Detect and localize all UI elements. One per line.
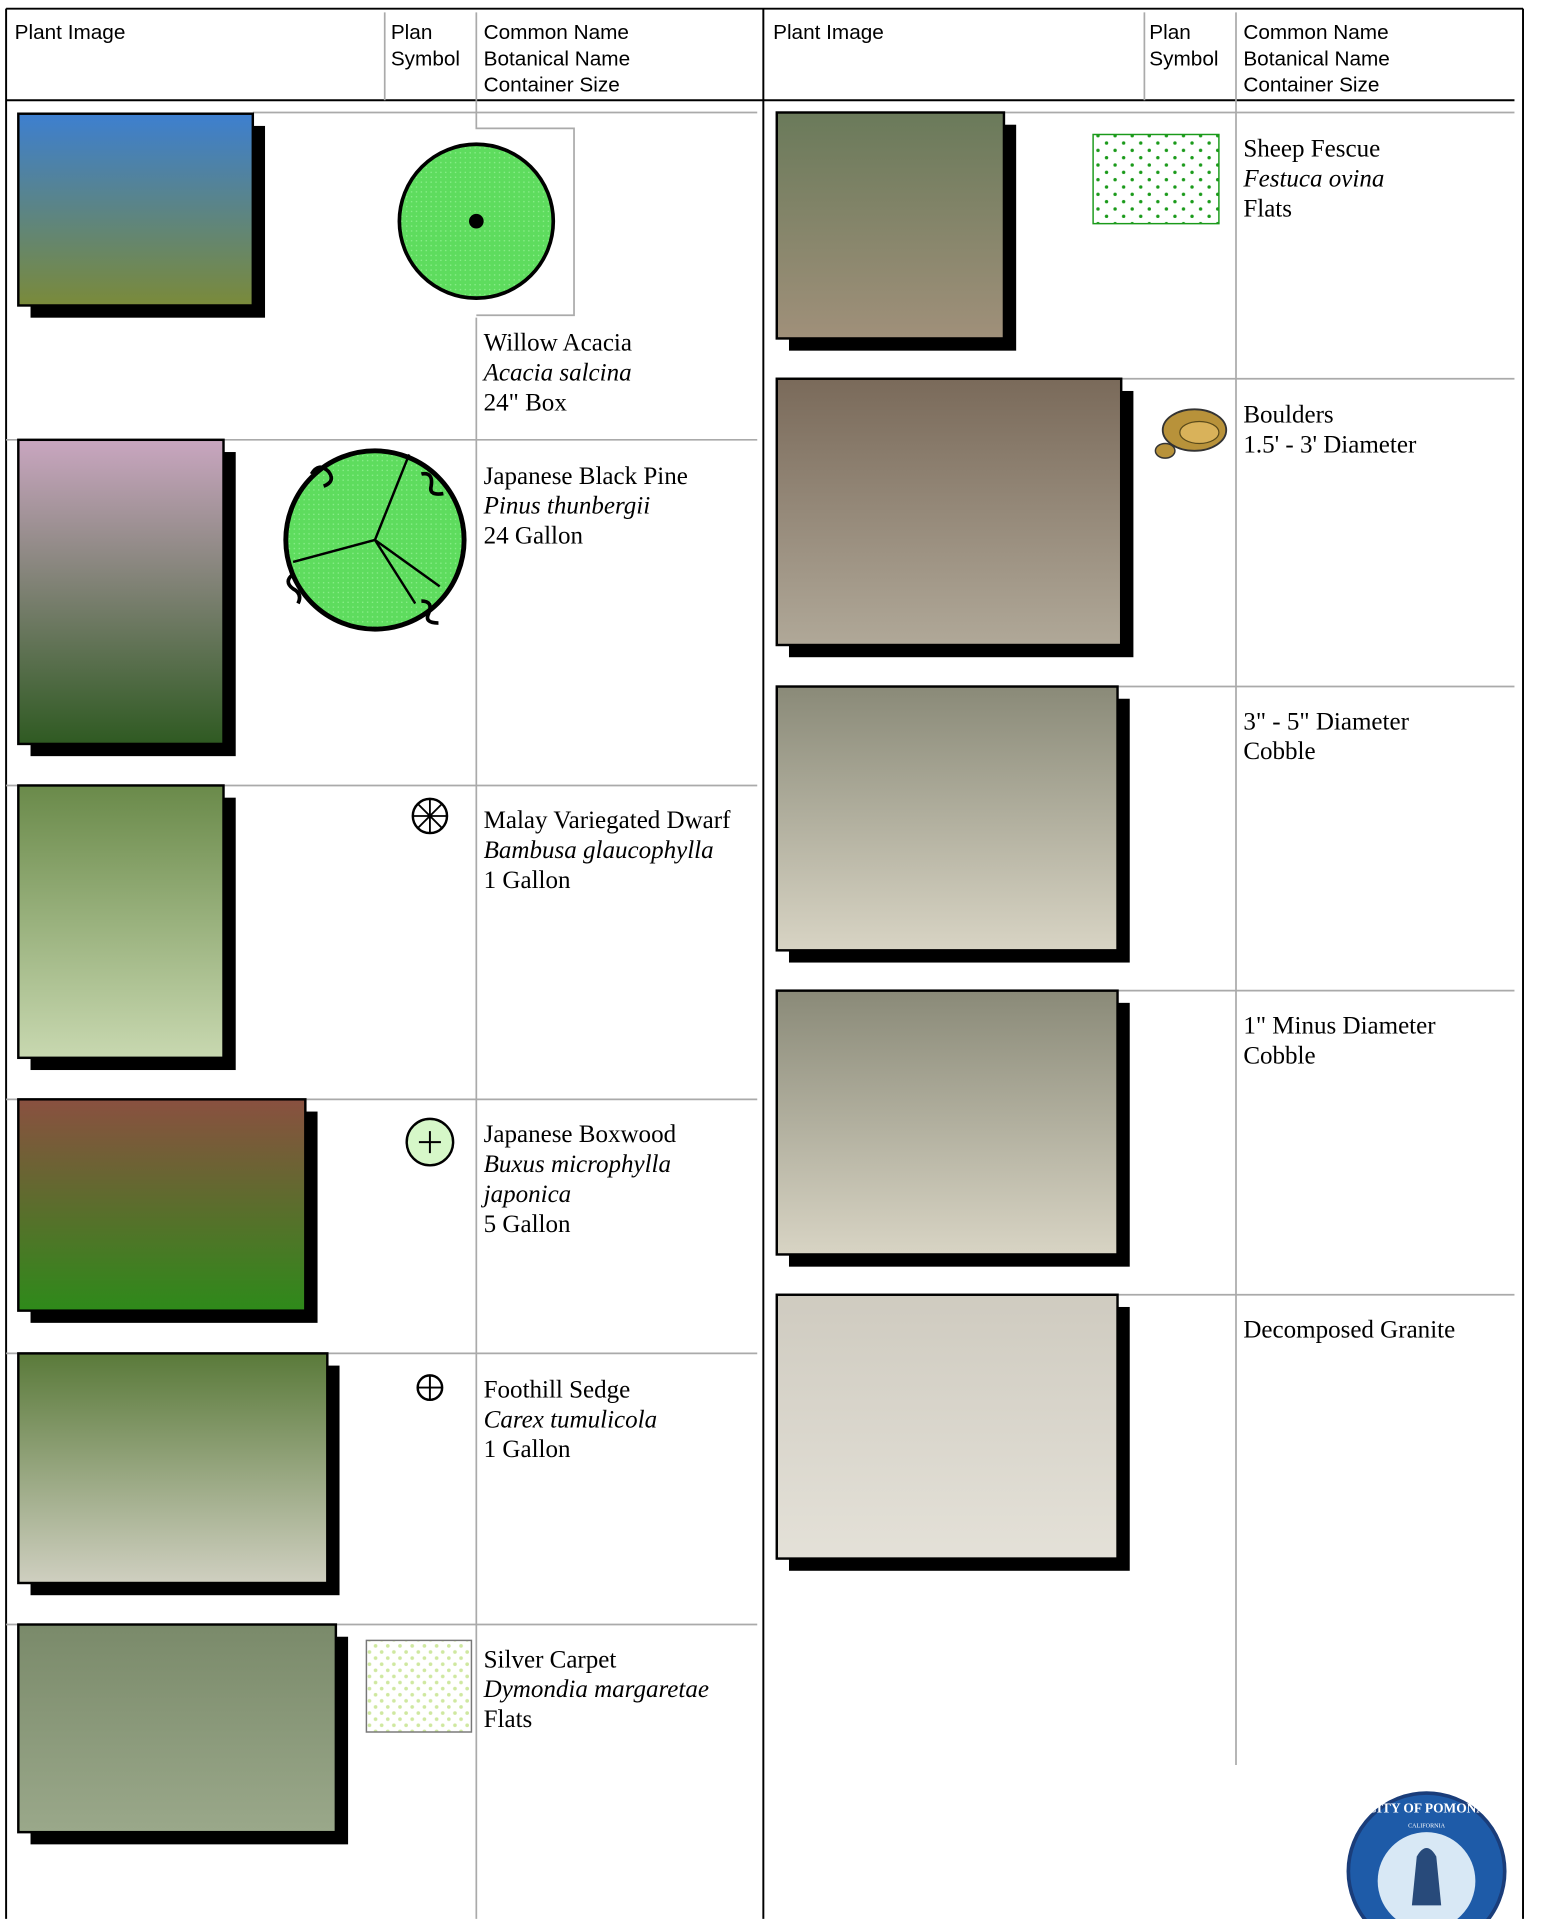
header-image: Plant Image xyxy=(773,21,884,44)
plant-text: Boulders xyxy=(1243,402,1333,429)
boulder-symbol xyxy=(1154,408,1228,459)
header-name: Common Name xyxy=(484,21,629,44)
plant-text: Malay Variegated Dwarf xyxy=(484,807,731,834)
botanical-name: japonica xyxy=(481,1181,572,1208)
boxwood-symbol xyxy=(405,1117,455,1167)
header-name: Common Name xyxy=(1243,21,1388,44)
plant-photo xyxy=(775,685,1119,952)
plant-photo xyxy=(775,1293,1119,1560)
table-frame xyxy=(5,7,1524,1919)
silver-carpet-symbol xyxy=(365,1639,473,1733)
plant-text: Cobble xyxy=(1243,738,1315,765)
header-name: Container Size xyxy=(1243,74,1379,97)
header-symbol: Symbol xyxy=(391,47,460,70)
plant-text: 24" Box xyxy=(484,390,568,417)
plant-text: 1.5' - 3' Diameter xyxy=(1243,432,1417,459)
botanical-name: Carex tumulicola xyxy=(484,1406,657,1433)
botanical-name: Dymondia margaretae xyxy=(483,1676,709,1703)
bamboo-symbol xyxy=(411,797,449,835)
black-pine-symbol xyxy=(283,448,467,632)
plant-text: 1 Gallon xyxy=(484,1436,571,1463)
plant-text: 1" Minus Diameter xyxy=(1243,1012,1436,1039)
plan-symbols xyxy=(283,133,1228,1733)
header-name: Container Size xyxy=(484,74,620,97)
plant-text: 5 Gallon xyxy=(484,1211,571,1238)
plant-photo xyxy=(17,1623,338,1834)
plant-text: Silver Carpet xyxy=(484,1646,617,1673)
plant-photo xyxy=(775,377,1123,647)
plant-text: Flats xyxy=(1243,195,1292,222)
plant-text: Japanese Boxwood xyxy=(484,1121,677,1148)
sheep-fescue-symbol xyxy=(1092,133,1220,225)
sedge-symbol xyxy=(416,1374,444,1402)
plant-text: 24 Gallon xyxy=(484,523,584,550)
plant-photo xyxy=(775,111,1006,340)
botanical-name: Buxus microphylla xyxy=(484,1151,671,1178)
plant-text: Decomposed Granite xyxy=(1243,1317,1455,1344)
header-symbol: Symbol xyxy=(1149,47,1218,70)
plant-text: Foothill Sedge xyxy=(484,1376,631,1403)
logo-state: CALIFORNIA xyxy=(1408,1823,1446,1829)
header-name: Botanical Name xyxy=(484,47,630,70)
plant-photo xyxy=(17,112,255,307)
city-logo: CITY OF POMONA CALIFORNIA xyxy=(1346,1791,1507,1919)
plant-text: 1 Gallon xyxy=(484,867,571,894)
willow-acacia-symbol xyxy=(397,142,556,300)
plant-photo xyxy=(17,1352,329,1585)
plant-text: Japanese Black Pine xyxy=(484,463,688,490)
plant-text: 3" - 5" Diameter xyxy=(1243,708,1409,735)
botanical-name: Festuca ovina xyxy=(1242,165,1384,192)
botanical-name: Bambusa glaucophylla xyxy=(484,837,714,864)
header-symbol: Plan xyxy=(391,21,433,44)
botanical-name: Acacia salcina xyxy=(482,360,632,387)
plant-photo xyxy=(775,989,1119,1256)
plant-text: Willow Acacia xyxy=(484,330,632,357)
plant-text: Sheep Fescue xyxy=(1243,135,1380,162)
plant-text: Cobble xyxy=(1243,1042,1315,1069)
plant-photo xyxy=(17,1098,307,1312)
plant-photo xyxy=(17,438,225,746)
header-image: Plant Image xyxy=(15,21,126,44)
plant-photo xyxy=(17,784,225,1060)
plant-text: Flats xyxy=(484,1706,533,1733)
header-name: Botanical Name xyxy=(1243,47,1389,70)
header-symbol: Plan xyxy=(1149,21,1191,44)
botanical-name: Pinus thunbergii xyxy=(483,493,651,520)
logo-text: CITY OF POMONA xyxy=(1367,1801,1486,1816)
